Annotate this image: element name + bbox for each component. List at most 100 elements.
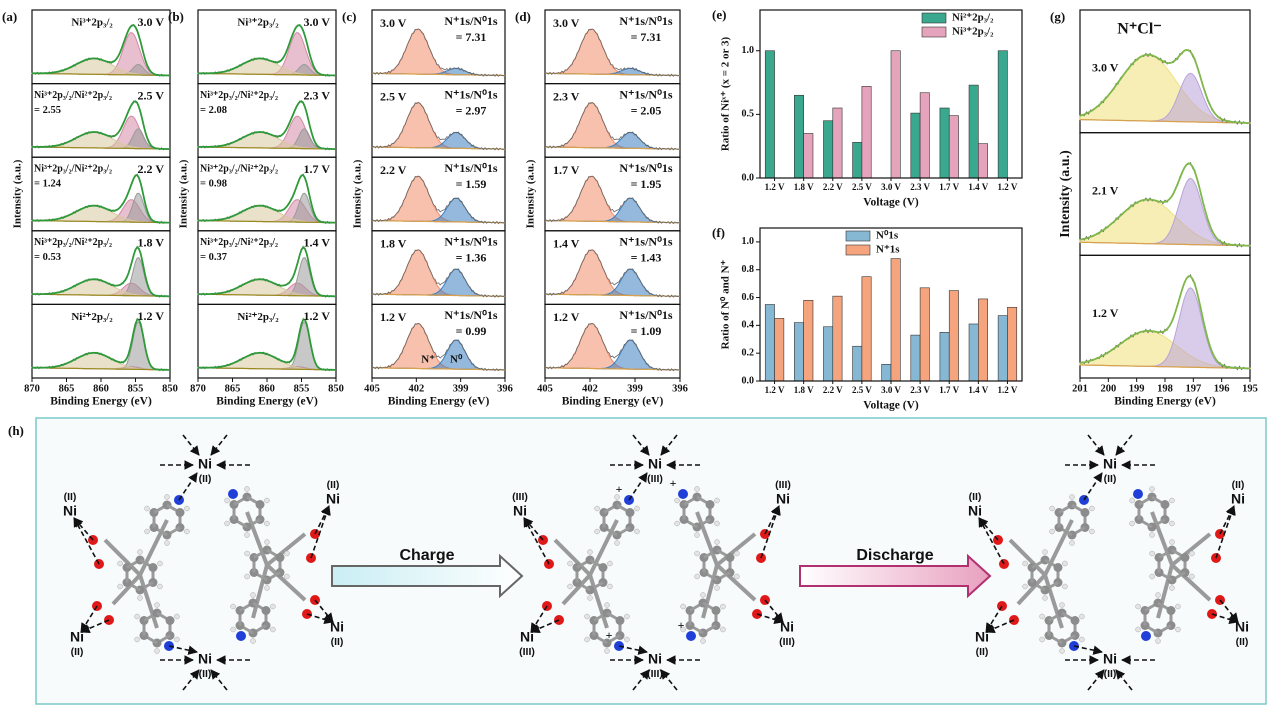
atom-n [228, 489, 238, 499]
x-tick-label: 1.4 V [968, 385, 988, 395]
y-tick-label: 0.8 [742, 264, 755, 275]
atom-h [634, 505, 640, 512]
atom-h [1149, 486, 1155, 492]
oxidation-state: (II) [331, 636, 344, 648]
atom-h [1079, 613, 1085, 620]
ratio-formula: N⁺1s/N⁰1s [619, 161, 672, 175]
arrow-label: Discharge [856, 547, 933, 564]
x-tick-label: 399 [453, 383, 469, 394]
atom-h [144, 528, 150, 535]
atom-h [1089, 505, 1095, 512]
voltage-label: 1.2 V [1092, 306, 1119, 320]
atom-h [137, 595, 143, 601]
voltage-label: 2.1 V [1092, 183, 1119, 197]
x-tick-label: 850 [328, 383, 344, 394]
atom-h [674, 520, 680, 527]
coordination-arrow [1215, 505, 1236, 559]
atom-h [1069, 540, 1075, 546]
atom-h [714, 520, 720, 527]
bond [1043, 519, 1074, 576]
ratio-value: = 1.09 [631, 324, 662, 338]
bar [978, 143, 988, 179]
envelope [1079, 162, 1250, 247]
atom-h [720, 626, 726, 633]
oxidation-state: (II) [199, 668, 212, 680]
bar [764, 50, 775, 179]
atom-h [224, 497, 230, 504]
ni-label: Ni [780, 619, 794, 635]
charge-mark: + [606, 628, 613, 642]
envelope [1079, 48, 1250, 124]
oxidation-state: (II) [64, 491, 77, 503]
atom-h [244, 550, 250, 557]
baseline [1079, 364, 1251, 370]
atom-h [270, 603, 276, 610]
atom-h [1189, 550, 1195, 557]
ni-label: Ni [1231, 491, 1245, 507]
bond [1170, 532, 1212, 567]
x-tick-label: 1.8 V [794, 385, 814, 395]
envelope [32, 318, 170, 371]
x-tick-label: 399 [627, 383, 643, 394]
coordination-arrow [632, 434, 650, 456]
atom-h [270, 626, 276, 633]
atom-h [624, 613, 630, 620]
oxidation-state: (III) [647, 668, 663, 680]
baseline [32, 367, 170, 371]
bar [910, 334, 921, 382]
voltage-label: 1.8 V [138, 236, 165, 250]
oxidation-state: (II) [1232, 479, 1245, 491]
peak-label: Ni²⁺2p₃/₂ [237, 311, 279, 323]
bar [939, 107, 950, 179]
coordination-arrow [985, 619, 1015, 634]
charge-mark: + [670, 476, 677, 490]
atom-h [734, 550, 740, 557]
bond [245, 511, 269, 566]
atom-h [117, 583, 123, 590]
ratio-value: = 1.59 [456, 177, 487, 191]
y-tick-label: 0.2 [742, 347, 755, 358]
ratio-formula: Ni³⁺2p₃/₂/Ni²⁺2p₃/₂ [200, 90, 278, 101]
atom-h [134, 636, 140, 643]
raw-spectrum [544, 322, 681, 372]
baseline [1080, 119, 1250, 124]
atom-h [264, 539, 270, 545]
peak-label: Ni³⁺2p₃/₂ [71, 17, 113, 29]
bar [968, 323, 979, 382]
raw-spectrum [371, 102, 506, 151]
coordination-arrow [182, 434, 200, 456]
voltage-label: 3.0 V [304, 15, 331, 29]
atom-h [174, 636, 180, 643]
peak-label: Ni³⁺2p₃/₂ [237, 17, 279, 29]
x-tick-label: 198 [1157, 383, 1173, 394]
atom-c [255, 500, 265, 509]
atom-h [1135, 603, 1141, 610]
baseline [198, 72, 336, 77]
baseline [198, 220, 336, 224]
x-tick-label: 405 [364, 383, 380, 394]
atom-h [1039, 636, 1045, 643]
atom-h [714, 539, 720, 545]
panel-label: (f) [712, 225, 725, 240]
atom-h [604, 602, 610, 608]
atom-h [244, 532, 250, 538]
ratio-formula: N⁺1s/N⁰1s [619, 235, 672, 249]
coordination-arrow [618, 645, 648, 655]
atom-h [1149, 573, 1155, 580]
plot-frame [759, 9, 1023, 179]
x-tick-label: 197 [1185, 383, 1201, 394]
atom-h [700, 592, 706, 598]
ni-label: Ni [975, 629, 989, 645]
x-tick-label: 850 [162, 383, 178, 394]
ni-label: Ni [70, 629, 84, 645]
sub-panel [544, 303, 681, 379]
atom-h [1155, 592, 1161, 598]
baseline [32, 72, 170, 77]
ratio-formula: N⁺1s/N⁰1s [444, 161, 497, 175]
atom-h [680, 603, 686, 610]
atom-c [705, 500, 715, 509]
bond [1016, 573, 1047, 606]
y-axis-label: Ratio of N⁰ and N⁺ [720, 259, 732, 349]
bar [823, 120, 834, 179]
ni-label: Ni [968, 503, 982, 519]
